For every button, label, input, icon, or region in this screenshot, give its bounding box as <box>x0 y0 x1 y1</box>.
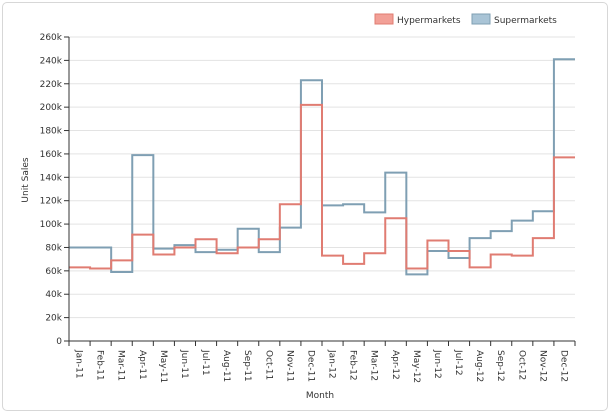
x-tick-label: Dec-11 <box>305 350 315 382</box>
x-tick-label: May-12 <box>411 350 421 383</box>
y-tick-label: 20k <box>45 314 62 324</box>
x-tick-label: Dec-12 <box>558 350 568 382</box>
legend-item-supermarkets[interactable]: Supermarkets <box>471 13 557 26</box>
y-tick-label: 100k <box>40 220 63 230</box>
y-tick-label: 140k <box>40 173 63 183</box>
y-tick-label: 240k <box>40 56 63 66</box>
y-tick-label: 180k <box>40 127 63 137</box>
y-axis-title: Unit Sales <box>21 157 31 202</box>
x-tick-label: Feb-12 <box>348 350 358 381</box>
legend-swatch-supermarkets <box>471 13 491 25</box>
x-tick-label: Aug-12 <box>474 350 484 382</box>
x-tick-label: Feb-11 <box>95 350 105 381</box>
y-tick-label: 220k <box>40 80 63 90</box>
y-tick-label: 80k <box>45 243 62 253</box>
x-tick-label: Sep-11 <box>242 350 252 382</box>
y-tick-label: 160k <box>40 150 63 160</box>
legend: Hypermarkets Supermarkets <box>374 13 557 26</box>
x-tick-label: Mar-12 <box>369 350 379 381</box>
x-tick-label: Oct-12 <box>516 350 526 380</box>
x-tick-label: Apr-11 <box>137 350 147 380</box>
x-tick-label: Nov-12 <box>537 350 547 382</box>
series-lines <box>69 58 575 276</box>
legend-swatch-hypermarkets <box>374 13 394 25</box>
y-tick-label: 0 <box>56 337 62 347</box>
x-tick-label: Mar-11 <box>116 350 126 381</box>
x-tick-label: Jul-11 <box>200 349 210 376</box>
x-tick-label: Oct-11 <box>263 350 273 380</box>
y-tick-label: 260k <box>40 33 63 43</box>
x-tick-label: Jul-12 <box>453 349 463 376</box>
x-tick-label: Jan-11 <box>74 349 84 379</box>
legend-item-hypermarkets[interactable]: Hypermarkets <box>374 13 461 26</box>
y-axis-ticks: 0 20k 40k 60k 80k 100k 120k 140k 160k 180k 200k 220… <box>40 33 69 347</box>
series-line-hypermarkets <box>69 103 575 270</box>
x-tick-label: Nov-11 <box>284 350 294 382</box>
x-tick-label: Jan-12 <box>327 349 337 379</box>
x-tick-label: Jun-11 <box>179 349 189 379</box>
chart-card <box>2 2 608 411</box>
x-tick-label: Sep-12 <box>495 350 505 382</box>
legend-label-supermarkets: Supermarkets <box>494 16 557 26</box>
y-tick-label: 60k <box>45 267 62 277</box>
x-tick-label: May-11 <box>158 350 168 383</box>
x-tick-label: Apr-12 <box>390 350 400 380</box>
x-tick-label: Jun-12 <box>432 349 442 379</box>
legend-label-hypermarkets: Hypermarkets <box>397 16 461 26</box>
x-axis-title: Month <box>306 391 334 401</box>
x-axis-ticks: Jan-11 Feb-11 Mar-11 Apr-11 May-11 Jun-11 Jul-… <box>68 341 576 383</box>
x-tick-label: Aug-11 <box>221 350 231 382</box>
y-tick-label: 40k <box>45 290 62 300</box>
y-tick-label: 200k <box>40 103 63 113</box>
y-tick-label: 120k <box>40 197 63 207</box>
